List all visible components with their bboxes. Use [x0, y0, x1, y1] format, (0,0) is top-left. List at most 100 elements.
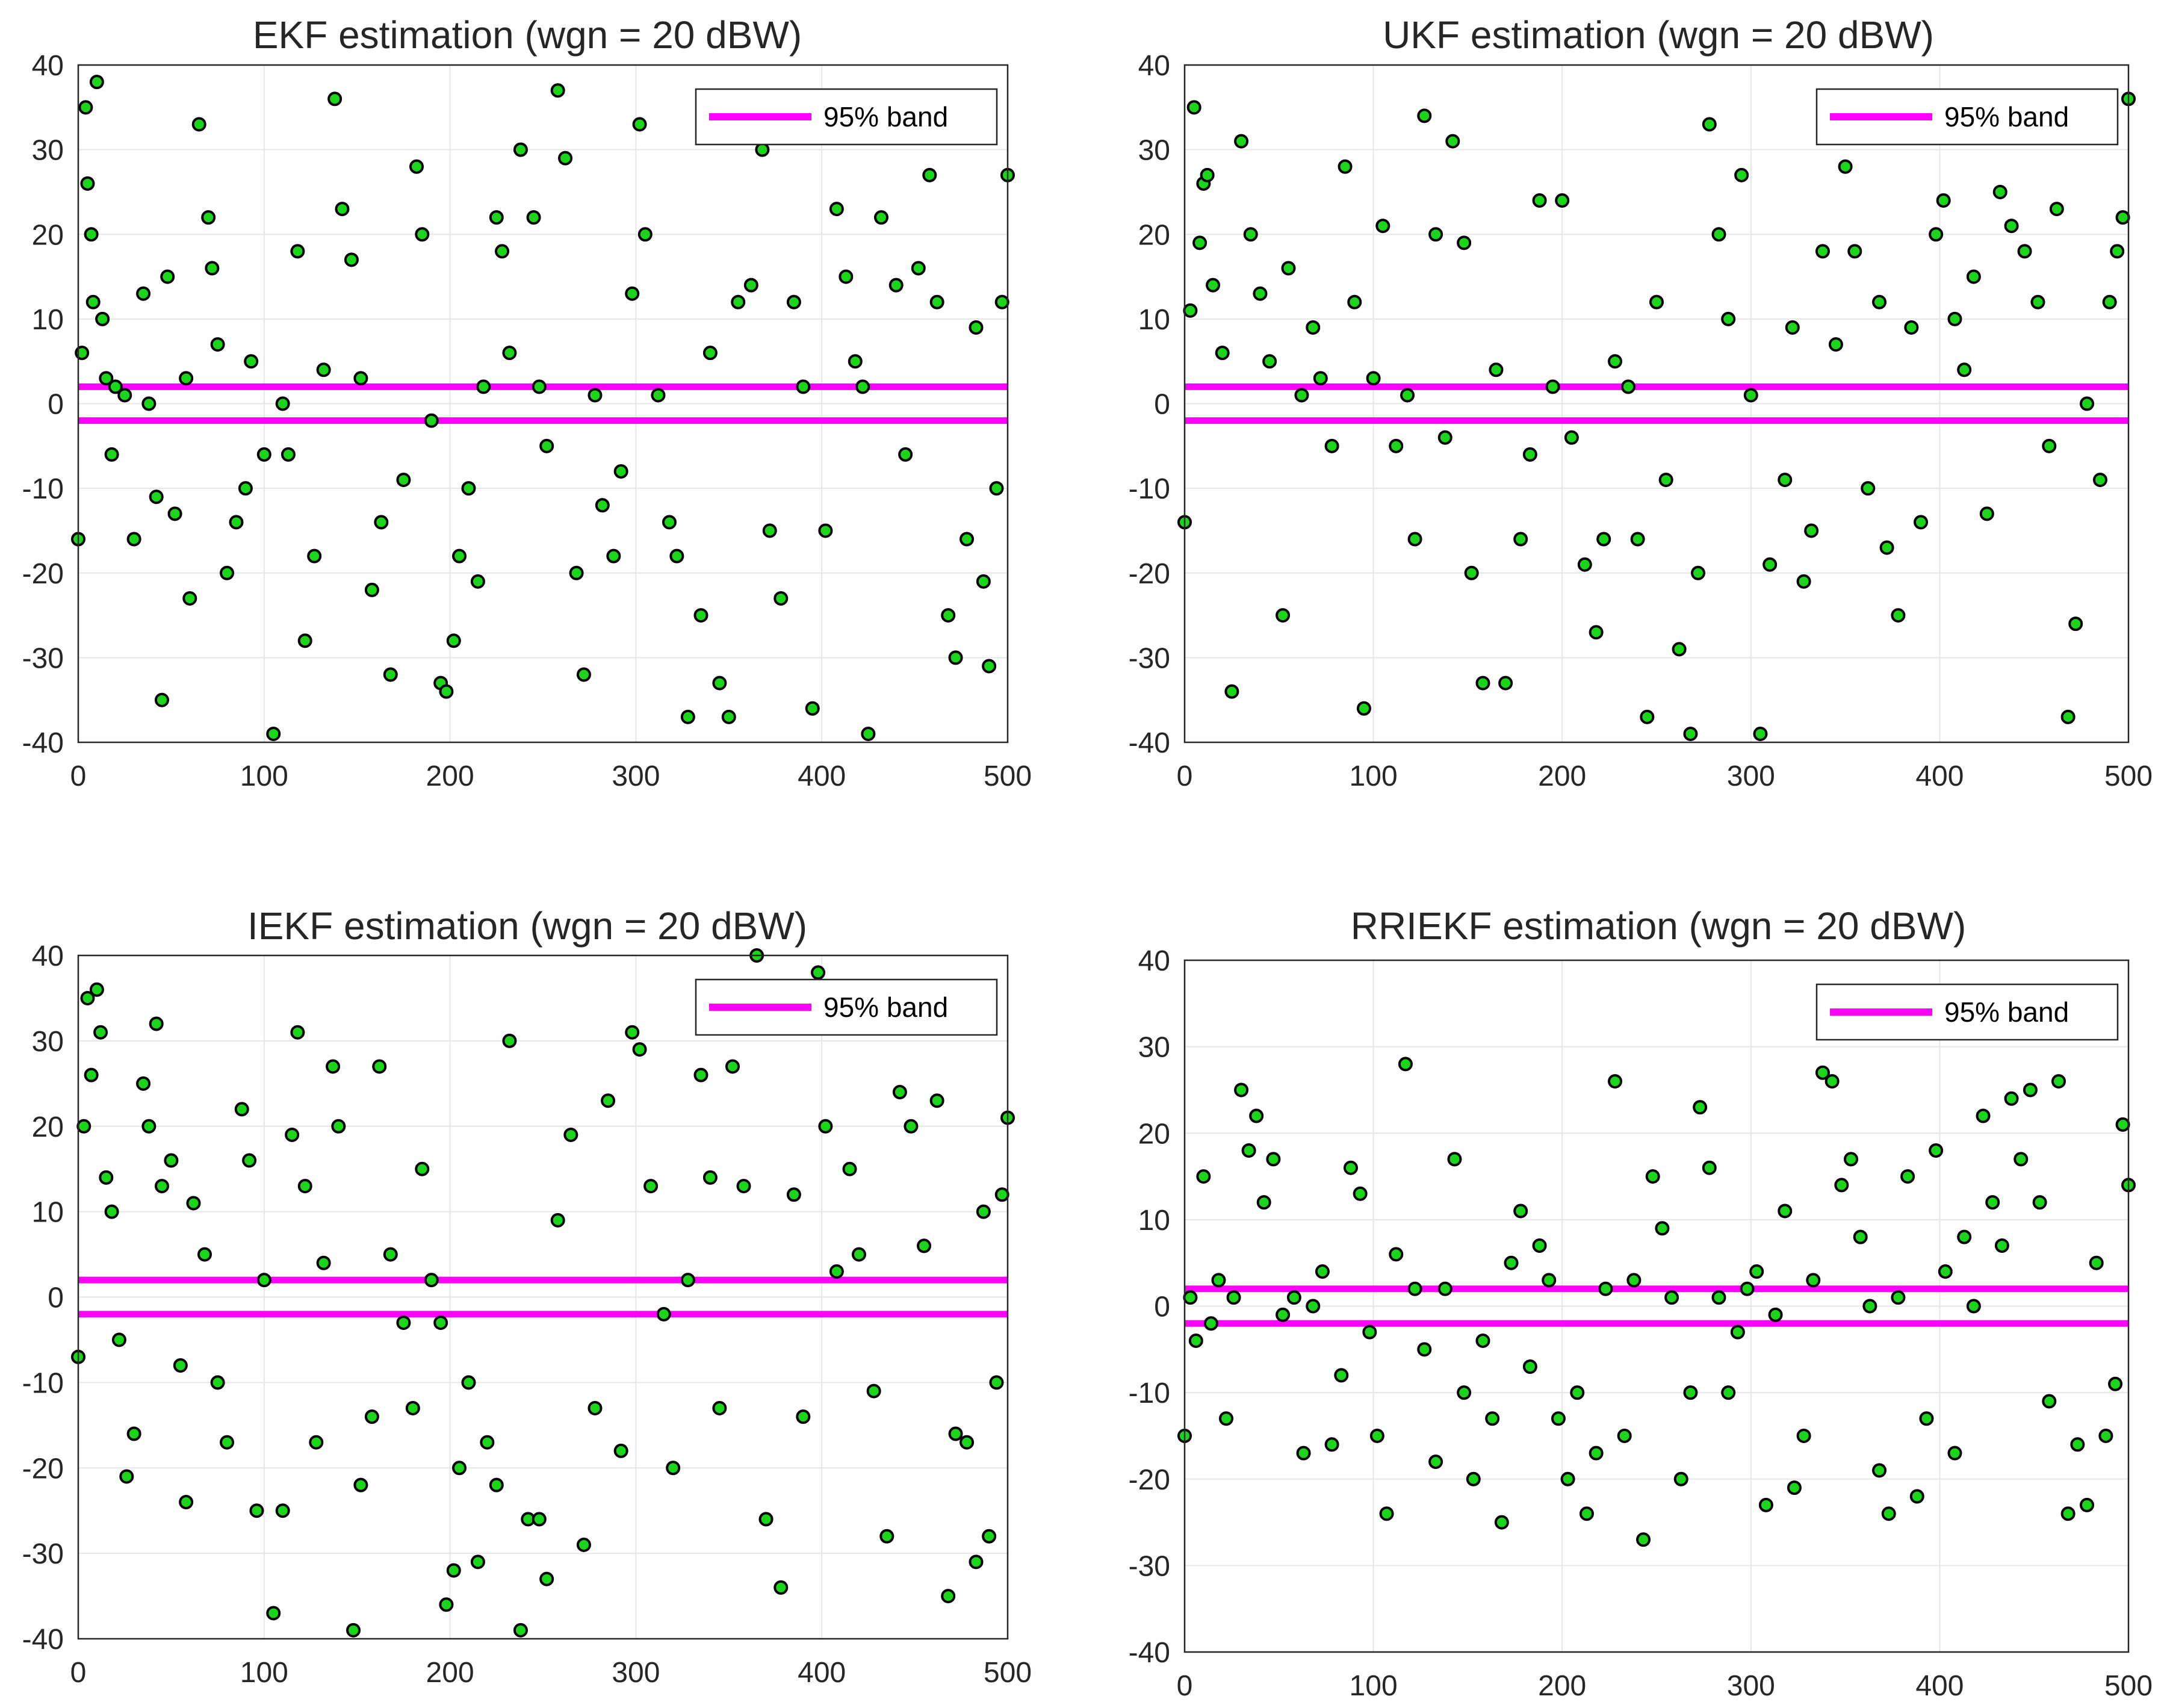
data-point [829, 202, 844, 217]
data-point [1489, 362, 1504, 377]
data-point [1589, 625, 1604, 640]
data-point [1806, 1273, 1821, 1288]
data-point [662, 515, 677, 530]
legend-label: 95% band [823, 101, 948, 132]
data-point [959, 532, 975, 547]
data-point [89, 982, 104, 997]
data-point [643, 1179, 659, 1194]
data-point [786, 1187, 801, 1202]
data-point [1796, 1428, 1811, 1443]
data-point [879, 1529, 894, 1544]
data-point [1900, 1169, 1915, 1184]
data-point [1992, 184, 2007, 199]
data-point [76, 1119, 91, 1134]
data-point [1664, 1290, 1679, 1305]
data-point [2042, 438, 2057, 453]
x-tick-label: 0 [1177, 1670, 1193, 1702]
data-point [461, 481, 476, 496]
data-point [1734, 167, 1749, 182]
data-point [1979, 506, 1994, 521]
data-point [1494, 1515, 1509, 1530]
x-tick-label: 300 [612, 760, 660, 792]
data-point [1824, 1074, 1840, 1089]
data-point [344, 252, 359, 267]
data-point [439, 1597, 454, 1612]
legend-label: 95% band [1944, 996, 2069, 1028]
data-point [2014, 1152, 2029, 1167]
y-tick-label: -10 [1129, 1377, 1170, 1409]
data-point [297, 633, 312, 648]
data-point [136, 286, 151, 301]
data-point [104, 1204, 119, 1219]
data-point [470, 1554, 485, 1570]
x-tick-label: 0 [70, 760, 87, 792]
data-point [693, 608, 708, 623]
data-point [1828, 337, 1843, 352]
data-point [2051, 1074, 2066, 1089]
data-point [1834, 1178, 1849, 1193]
data-point [1608, 354, 1623, 369]
data-point [1683, 726, 1698, 741]
data-point [1749, 1264, 1764, 1279]
data-point [773, 591, 789, 606]
data-point [191, 117, 206, 132]
data-point [141, 396, 157, 411]
y-tick-label: 30 [1138, 135, 1170, 167]
data-point [1296, 1446, 1311, 1461]
data-point [613, 464, 628, 479]
data-point [1498, 675, 1513, 691]
data-point [220, 565, 235, 580]
y-tick-label: 20 [1138, 1118, 1170, 1150]
data-point [1262, 354, 1277, 369]
data-point [108, 379, 123, 394]
data-point [1702, 117, 1717, 132]
data-point [290, 1025, 305, 1040]
y-tick-label: 30 [32, 1026, 64, 1058]
data-point [1464, 565, 1479, 580]
data-point [1909, 1489, 1924, 1504]
chart-iekf: IEKF estimation (wgn = 20 dBW) 40 30 20 … [22, 904, 1032, 1689]
data-point [383, 1247, 398, 1262]
band-lines [1185, 1285, 2128, 1327]
data-point [1630, 532, 1645, 547]
data-point [1234, 134, 1249, 149]
data-point [1904, 320, 1919, 335]
data-points [71, 75, 1015, 741]
data-point [1306, 1299, 1321, 1314]
x-tick-labels: 0 100 200 300 400 500 [1177, 760, 2153, 792]
data-point [1596, 532, 1611, 547]
y-tick-label: -20 [22, 1453, 64, 1485]
data-point [234, 1102, 249, 1117]
data-point [136, 1076, 151, 1091]
data-point [80, 990, 95, 1005]
data-points [1177, 1057, 2136, 1547]
data-point [1730, 1324, 1745, 1340]
data-point [898, 447, 913, 462]
data-point [1417, 108, 1432, 123]
data-point [818, 1119, 833, 1134]
data-point [1936, 193, 1951, 208]
data-point [111, 1332, 126, 1347]
x-tick-label: 100 [1350, 760, 1398, 792]
data-point [1919, 1411, 1934, 1426]
y-tick-label: 30 [32, 135, 64, 167]
data-point [1324, 1437, 1339, 1452]
data-point [439, 684, 454, 699]
data-point [569, 565, 584, 580]
chart-title: UKF estimation (wgn = 20 dBW) [1383, 13, 1934, 57]
data-point [1294, 388, 1309, 403]
data-point [2115, 210, 2130, 225]
data-point [1560, 1471, 1575, 1486]
y-tick-label: -30 [22, 642, 64, 674]
data-point [2080, 396, 2095, 411]
data-point [576, 667, 591, 682]
data-point [470, 574, 485, 589]
data-point [651, 388, 666, 403]
data-point [179, 1495, 194, 1509]
data-point [1838, 159, 1853, 174]
data-point [1379, 1506, 1394, 1521]
data-point [256, 447, 271, 462]
x-tick-label: 300 [612, 1657, 660, 1689]
data-point [1929, 1143, 1944, 1158]
data-point [842, 1161, 857, 1176]
